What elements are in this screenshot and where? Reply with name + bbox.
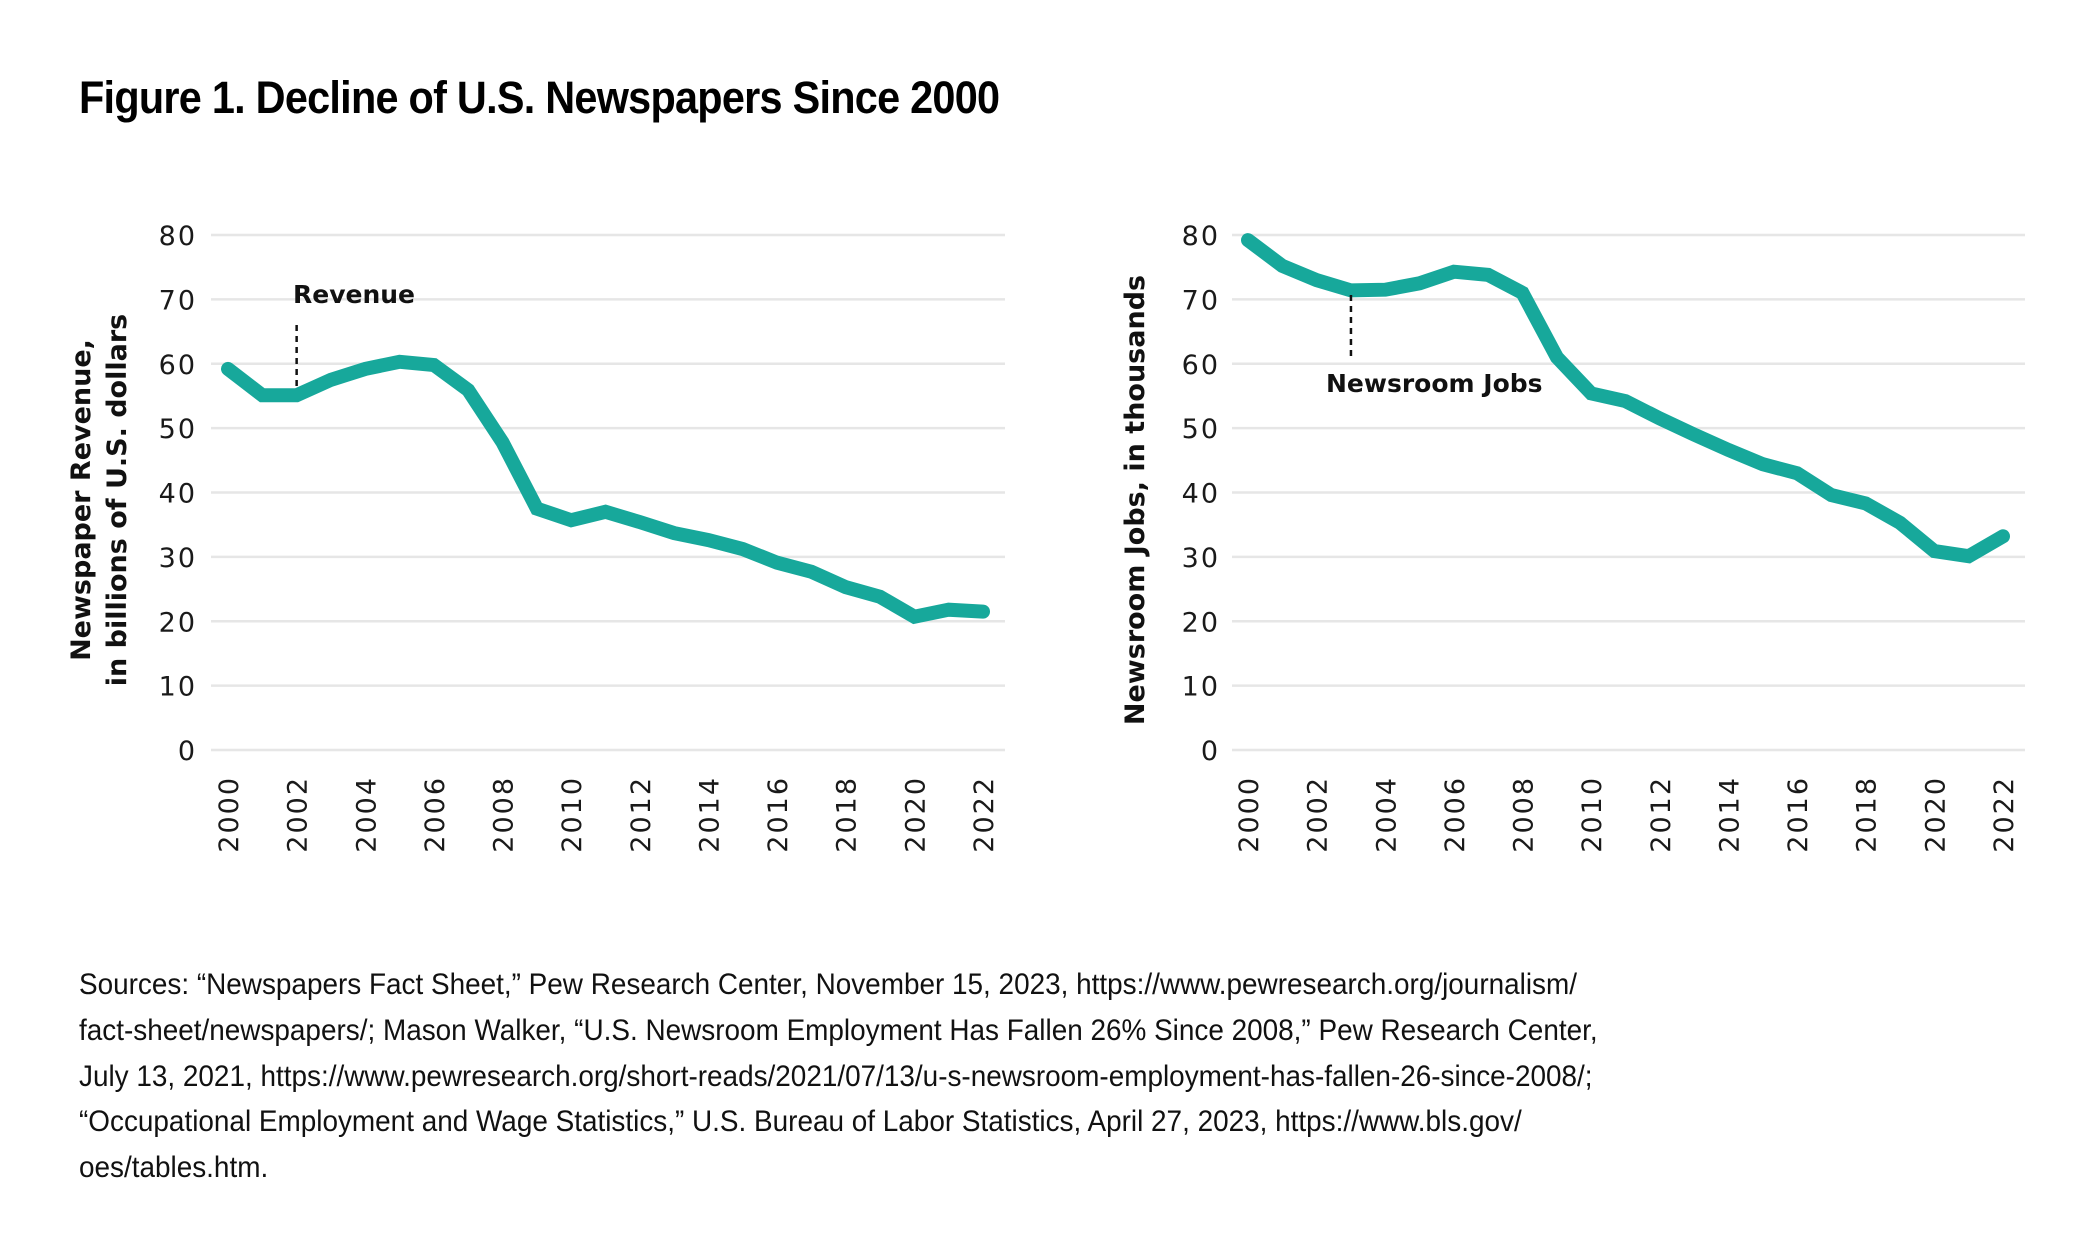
y-axis-title: Newspaper Revenue,: [66, 339, 97, 661]
y-tick-label: 10: [159, 672, 197, 703]
x-tick-label: 2002: [1303, 776, 1334, 853]
y-tick-label: 10: [1182, 672, 1220, 703]
series-line: [221, 354, 990, 625]
figure-title: Figure 1. Decline of U.S. Newspapers Sin…: [79, 72, 1000, 123]
x-tick-label: 2008: [1509, 776, 1540, 853]
x-tick-label: 2010: [557, 776, 588, 853]
x-tick-label: 2006: [420, 776, 451, 853]
x-tick-label: 2012: [1646, 776, 1677, 853]
footnote-line: July 13, 2021, https://www.pewresearch.o…: [79, 1059, 1593, 1093]
x-tick-label: 2004: [1371, 776, 1402, 853]
y-tick-label: 0: [1201, 736, 1220, 767]
x-tick-label: 2020: [900, 776, 931, 853]
y-tick-label: 40: [1182, 479, 1220, 510]
footnote-line: Sources: “Newspapers Fact Sheet,” Pew Re…: [79, 968, 1577, 1001]
y-tick-label: 30: [1182, 543, 1220, 574]
footnote-line: oes/tables.htm.: [79, 1151, 269, 1185]
x-tick-label: 2014: [694, 776, 725, 853]
x-tick-label: 2016: [1783, 776, 1814, 853]
x-tick-label: 2004: [351, 776, 382, 853]
x-tick-label: 2012: [626, 776, 657, 853]
y-tick-label: 70: [159, 285, 197, 316]
x-tick-label: 2018: [1852, 776, 1883, 853]
y-tick-label: 50: [1182, 414, 1220, 445]
x-tick-label: 2022: [969, 776, 1000, 853]
y-tick-label: 70: [1182, 285, 1220, 316]
footnote-line: “Occupational Employment and Wage Statis…: [79, 1105, 1522, 1139]
y-tick-label: 60: [1182, 350, 1220, 381]
x-tick-label: 2014: [1714, 776, 1745, 853]
y-tick-label: 80: [159, 221, 197, 252]
x-tick-label: 2010: [1577, 776, 1608, 853]
y-tick-label: 50: [159, 414, 197, 445]
y-tick-label: 30: [159, 543, 197, 574]
revenue-chart: 0 10 20 30 40 50 60 70 80 2000 2002 2004 2006 2008 201…: [66, 221, 1005, 853]
series-annotation-label: Newsroom Jobs: [1326, 369, 1543, 398]
y-tick-label: 20: [1182, 607, 1220, 638]
x-tick-label: 2008: [489, 776, 520, 853]
y-tick-label: 80: [1182, 221, 1220, 252]
footnote-line: fact-sheet/newspapers/; Mason Walker, “U…: [79, 1013, 1598, 1047]
x-tick-label: 2022: [1989, 776, 2020, 853]
x-tick-label: 2000: [214, 776, 245, 853]
y-tick-label: 20: [159, 607, 197, 638]
y-tick-label: 60: [159, 350, 197, 381]
newsroom-jobs-chart: 0 10 20 30 40 50 60 70 80 2000 2002 2004 2006 2008 201…: [1120, 221, 2025, 853]
series-line: [1241, 233, 2010, 564]
x-tick-label: 2016: [763, 776, 794, 853]
x-tick-label: 2018: [832, 776, 863, 853]
x-tick-label: 2000: [1234, 776, 1265, 853]
y-axis-title: in billions of U.S. dollars: [102, 314, 133, 686]
sources-footnote: Sources: “Newspapers Fact Sheet,” Pew Re…: [79, 962, 1598, 1191]
x-tick-label: 2020: [1920, 776, 1951, 853]
y-tick-label: 0: [178, 736, 197, 767]
y-tick-label: 40: [159, 479, 197, 510]
x-tick-label: 2006: [1440, 776, 1471, 853]
y-axis-title: Newsroom Jobs, in thousands: [1120, 275, 1151, 725]
x-tick-label: 2002: [283, 776, 314, 853]
series-annotation-label: Revenue: [293, 280, 415, 309]
